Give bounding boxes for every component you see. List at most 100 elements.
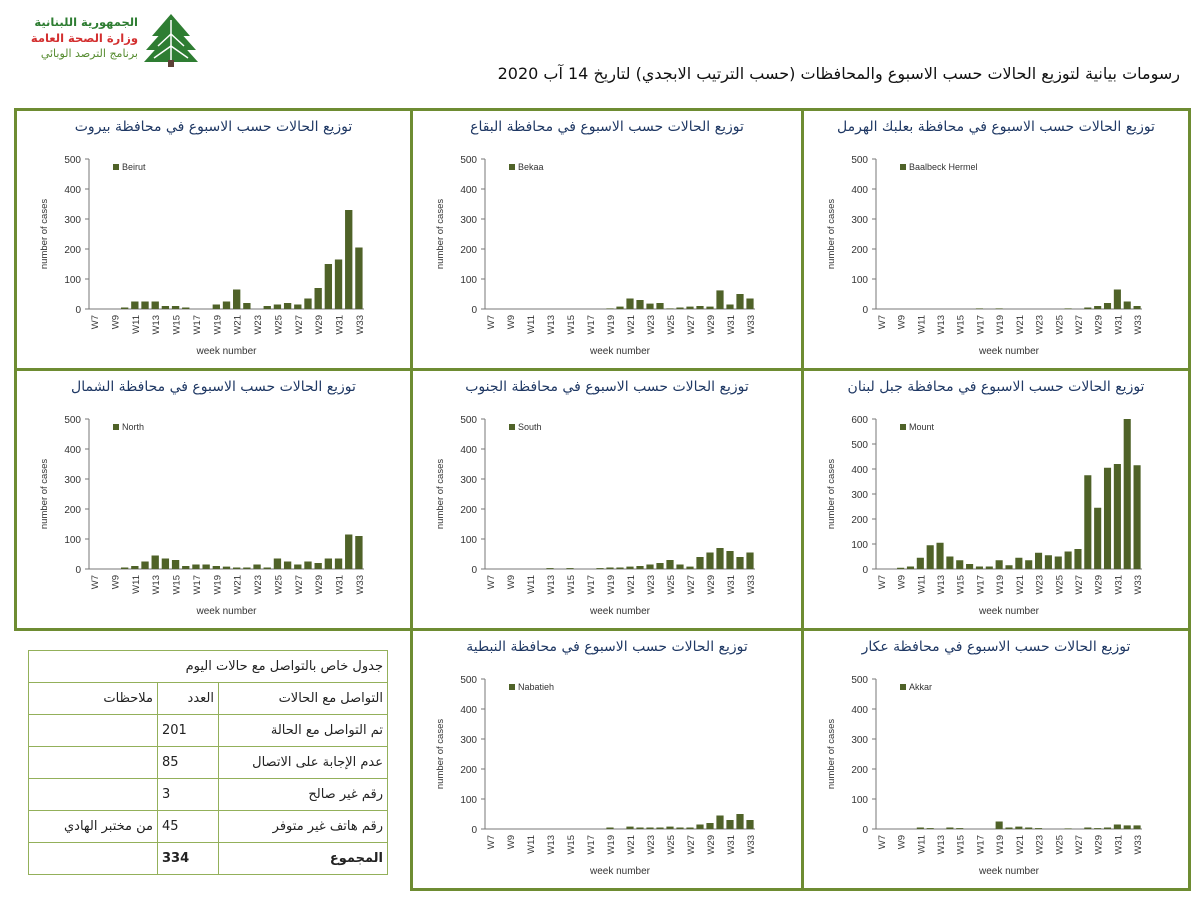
y-tick-label: 500 (460, 675, 477, 686)
bar (1064, 828, 1072, 829)
bar (1054, 556, 1062, 569)
bar (656, 563, 664, 569)
x-tick-label: W27 (1074, 315, 1085, 335)
x-tick-label: W7 (877, 575, 888, 589)
chart-panel-baalbeck-hermel: توزيع الحالات حسب الاسبوع في محافظة بعلب… (801, 108, 1191, 371)
bar (1005, 565, 1013, 569)
bar (1113, 289, 1121, 309)
x-tick-label: W19 (995, 575, 1006, 595)
x-tick-label: W27 (686, 315, 697, 335)
x-tick-label: W11 (916, 315, 927, 334)
bar (253, 564, 261, 569)
bar (141, 301, 149, 309)
bar (916, 557, 924, 569)
bar (636, 827, 644, 829)
chart-title: توزيع الحالات حسب الاسبوع في محافظة الشم… (71, 379, 356, 395)
x-tick-label: W31 (1113, 835, 1124, 855)
x-tick-label: W9 (506, 575, 517, 589)
x-tick-label: W17 (586, 315, 597, 335)
x-tick-label: W11 (131, 315, 142, 334)
x-tick-label: W13 (151, 315, 162, 335)
bar (666, 826, 674, 829)
logo-line-republic: الجمهورية اللبنانية (34, 15, 138, 29)
contact-table: جدول خاص بالتواصل مع حالات اليوم التواصل… (28, 650, 388, 875)
chart-title: توزيع الحالات حسب الاسبوع في محافظة جبل … (847, 379, 1145, 395)
x-tick-label: W23 (646, 575, 657, 595)
bar (141, 561, 149, 569)
chart-title: توزيع الحالات حسب الاسبوع في محافظة النب… (466, 639, 748, 655)
x-tick-label: W9 (897, 315, 908, 329)
x-tick-label: W33 (1133, 315, 1144, 335)
bar (926, 828, 934, 829)
y-tick-label: 0 (471, 565, 477, 576)
x-tick-label: W29 (1094, 315, 1105, 335)
bar (233, 289, 241, 309)
legend-swatch (113, 164, 119, 170)
bar (1064, 308, 1072, 309)
row-note (28, 714, 158, 747)
x-tick-label: W19 (606, 315, 617, 335)
legend-swatch (509, 684, 515, 690)
y-tick-label: 0 (862, 305, 868, 316)
bar (686, 566, 694, 569)
x-tick-label: W7 (486, 575, 497, 589)
y-tick-label: 200 (851, 765, 868, 776)
bar (334, 259, 343, 309)
y-tick-label: 200 (851, 515, 868, 526)
x-axis-label: week number (589, 606, 651, 617)
bar (222, 301, 231, 309)
bar (171, 306, 180, 309)
bar (1025, 827, 1033, 829)
legend-label: Mount (909, 422, 935, 432)
bar (676, 564, 684, 569)
x-tick-label: W25 (666, 575, 677, 595)
x-tick-label: W9 (110, 575, 121, 589)
x-tick-label: W29 (706, 835, 717, 855)
bar (966, 564, 974, 569)
x-axis-label: week number (589, 346, 651, 357)
x-tick-label: W15 (566, 575, 577, 595)
bar (283, 561, 292, 569)
y-tick-label: 0 (862, 565, 868, 576)
table-row: رقم غير صالح 3 (28, 778, 388, 811)
y-tick-label: 0 (75, 565, 81, 576)
y-tick-label: 200 (460, 765, 477, 776)
bar (1123, 419, 1131, 569)
bar (686, 306, 694, 309)
y-tick-label: 400 (460, 445, 477, 456)
x-tick-label: W15 (172, 575, 183, 595)
bar (736, 557, 744, 569)
x-axis-label: week number (978, 866, 1040, 877)
bar (706, 552, 714, 569)
bar (304, 561, 312, 569)
x-tick-label: W33 (355, 315, 366, 335)
bar (686, 827, 694, 829)
bar (696, 557, 704, 569)
y-tick-label: 500 (851, 675, 868, 686)
bar (151, 555, 159, 569)
bar (706, 306, 714, 309)
x-tick-label: W29 (1094, 575, 1105, 595)
x-tick-label: W19 (606, 575, 617, 595)
bar (626, 566, 634, 569)
x-tick-label: W7 (486, 835, 497, 849)
bar (1064, 551, 1072, 569)
bar (243, 567, 251, 569)
x-axis-label: week number (195, 346, 257, 357)
x-tick-label: W17 (192, 575, 203, 595)
bar (926, 545, 934, 569)
bar (746, 552, 754, 569)
x-tick-label: W25 (666, 315, 677, 335)
bar-chart-nabatieh: 0 100 200 300 400 500 W7 W9 W11 W13 W15 W17 W19 W21 W2… (435, 675, 757, 877)
x-tick-label: W25 (1054, 575, 1065, 595)
y-tick-label: 500 (64, 155, 81, 166)
x-tick-label: W13 (936, 575, 947, 595)
bar (946, 827, 954, 829)
legend-label: Beirut (122, 162, 146, 172)
bar (1133, 465, 1141, 569)
y-tick-label: 100 (64, 275, 81, 286)
chart-title: توزيع الحالات حسب الاسبوع في محافظة بيرو… (74, 119, 353, 135)
bar (345, 534, 353, 569)
bar (676, 307, 684, 309)
legend-swatch (509, 164, 515, 170)
